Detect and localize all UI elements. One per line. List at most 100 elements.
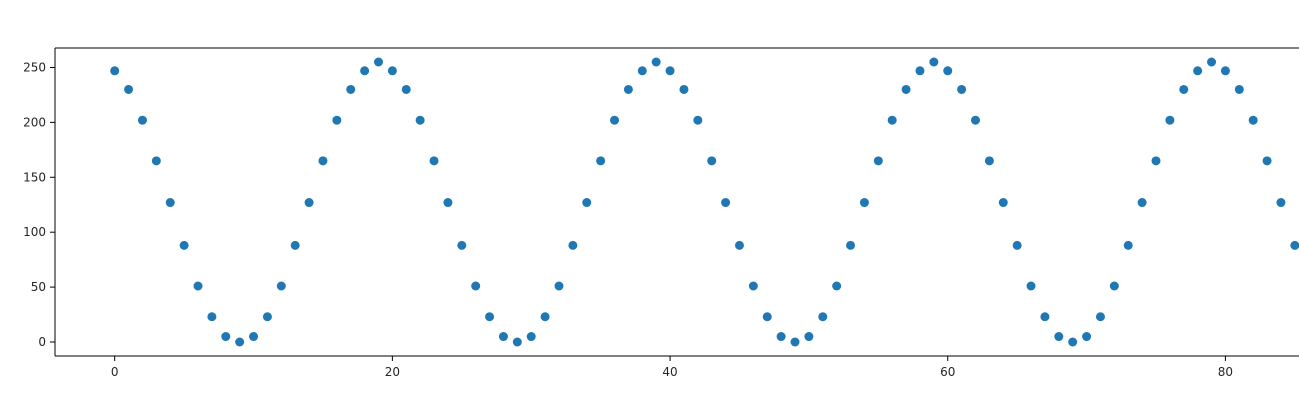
data-point <box>249 332 259 342</box>
data-point <box>762 312 772 322</box>
y-tick-label: 50 <box>31 280 46 294</box>
data-point <box>1095 312 1105 322</box>
y-tick-label: 250 <box>23 60 46 74</box>
data-point <box>1276 198 1286 208</box>
y-axis-ticks: 0 50 100 150 200 250 <box>23 60 55 349</box>
data-point <box>554 281 564 291</box>
data-point <box>859 198 869 208</box>
data-point <box>832 281 842 291</box>
data-point <box>776 332 786 342</box>
data-point <box>137 115 147 125</box>
data-point <box>568 240 578 250</box>
data-point <box>957 84 967 94</box>
data-point <box>360 66 370 76</box>
y-tick-label: 200 <box>23 115 46 129</box>
data-point <box>1012 240 1022 250</box>
data-point <box>498 332 508 342</box>
data-point <box>512 337 522 347</box>
data-point <box>1220 66 1230 76</box>
data-point <box>748 281 758 291</box>
data-point <box>1082 332 1092 342</box>
x-tick-label: 60 <box>940 365 955 379</box>
data-point <box>971 115 980 125</box>
data-point <box>846 240 856 250</box>
data-point <box>610 115 620 125</box>
data-point <box>318 156 328 166</box>
data-point <box>651 57 661 67</box>
data-point <box>1207 57 1217 67</box>
data-point <box>679 84 689 94</box>
data-point <box>1123 240 1133 250</box>
data-point <box>734 240 744 250</box>
data-point <box>304 198 314 208</box>
data-point <box>429 156 439 166</box>
data-point <box>124 84 134 94</box>
data-point <box>804 332 814 342</box>
y-tick-label: 100 <box>23 225 46 239</box>
data-point <box>290 240 300 250</box>
data-point <box>471 281 481 291</box>
data-point <box>693 115 703 125</box>
data-point <box>1248 115 1258 125</box>
data-point <box>374 57 383 67</box>
axes <box>54 47 1299 357</box>
data-point <box>1054 332 1064 342</box>
data-point <box>1109 281 1119 291</box>
data-point <box>901 84 911 94</box>
data-point <box>887 115 897 125</box>
data-point <box>151 156 161 166</box>
data-point <box>346 84 356 94</box>
data-point <box>179 240 189 250</box>
data-point <box>165 198 175 208</box>
data-point <box>1262 156 1272 166</box>
data-point <box>387 66 397 76</box>
data-point <box>193 281 203 291</box>
x-tick-label: 40 <box>662 365 677 379</box>
data-point <box>443 198 453 208</box>
x-tick-label: 0 <box>111 365 119 379</box>
data-point <box>110 66 120 76</box>
y-tick-label: 150 <box>23 170 46 184</box>
data-points <box>110 57 1299 347</box>
data-point <box>998 198 1008 208</box>
data-point <box>415 115 425 125</box>
data-point <box>707 156 717 166</box>
data-point <box>526 332 536 342</box>
data-point <box>1290 240 1299 250</box>
data-point <box>262 312 272 322</box>
data-point <box>623 84 633 94</box>
data-point <box>818 312 828 322</box>
data-point <box>596 156 606 166</box>
data-point <box>276 281 286 291</box>
x-axis-ticks: 0 20 40 60 80 <box>111 356 1233 379</box>
data-point <box>540 312 550 322</box>
x-tick-label: 20 <box>385 365 400 379</box>
data-point <box>665 66 675 76</box>
data-point <box>943 66 953 76</box>
data-point <box>873 156 883 166</box>
data-point <box>1234 84 1244 94</box>
data-point <box>1165 115 1175 125</box>
data-point <box>332 115 342 125</box>
data-point <box>1179 84 1189 94</box>
x-tick-label: 80 <box>1218 365 1233 379</box>
data-point <box>207 312 217 322</box>
data-point <box>637 66 647 76</box>
data-point <box>1068 337 1078 347</box>
data-point <box>1193 66 1203 76</box>
data-point <box>401 84 411 94</box>
data-point <box>915 66 925 76</box>
data-point <box>221 332 231 342</box>
data-point <box>1151 156 1161 166</box>
data-point <box>457 240 467 250</box>
data-point <box>1040 312 1050 322</box>
data-point <box>929 57 939 67</box>
data-point <box>582 198 592 208</box>
data-point <box>790 337 800 347</box>
data-point <box>485 312 495 322</box>
data-point <box>1026 281 1036 291</box>
data-point <box>1137 198 1147 208</box>
data-point <box>235 337 245 347</box>
data-point <box>721 198 731 208</box>
